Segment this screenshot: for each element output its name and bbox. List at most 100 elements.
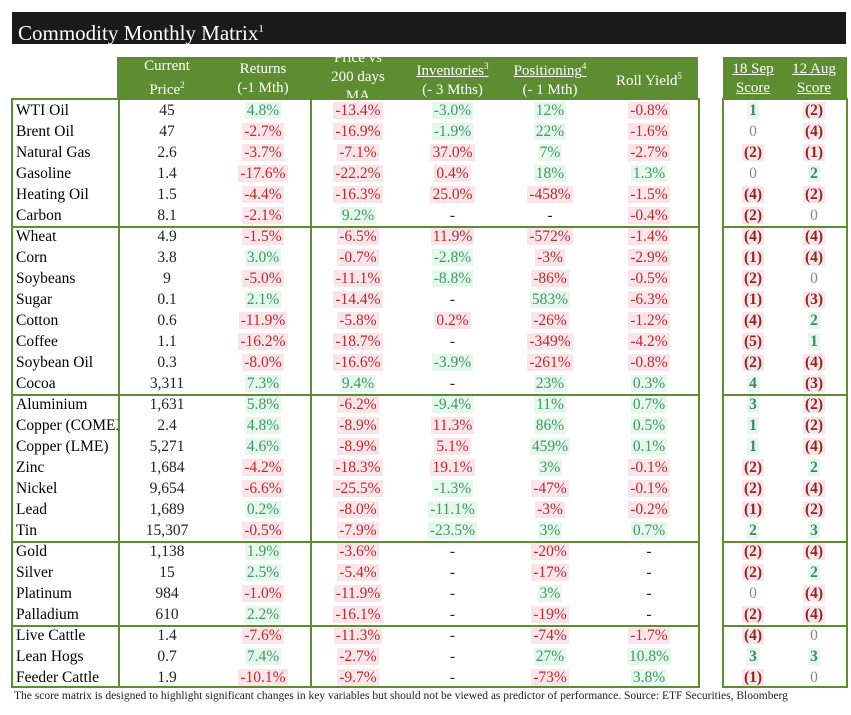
- returns-value: -3.7%: [242, 144, 284, 161]
- price-vs-ma-value: -22.2%: [333, 165, 383, 182]
- roll-yield-cell: 0.3%: [600, 373, 698, 394]
- price-vs-ma-value: -6.2%: [337, 396, 379, 413]
- table-row: Cocoa 3,311 7.3% 9.4% - 23% 0.3% 4 (3): [0, 373, 851, 394]
- score-12-aug-cell: (4): [783, 541, 845, 562]
- positioning-value: -349%: [527, 333, 573, 350]
- inventories-cell: 11.3%: [405, 415, 500, 436]
- table-row: Soybean Oil 0.3 -8.0% -16.6% -3.9% -261% -0.8%…: [0, 352, 851, 373]
- roll-yield-value: -: [646, 585, 652, 602]
- price-vs-ma-value: -5.4%: [337, 564, 379, 581]
- inventories-cell: -: [405, 625, 500, 646]
- returns-cell: 2.1%: [215, 289, 311, 310]
- inventories-value: -8.8%: [431, 270, 474, 287]
- score-12-aug-cell: 0: [783, 625, 845, 646]
- inventories-cell: -11.1%: [405, 499, 500, 520]
- commodity-name: Feeder Cattle: [16, 669, 100, 686]
- returns-cell: -1.0%: [215, 583, 311, 604]
- roll-yield-cell: -6.3%: [600, 289, 698, 310]
- score-12-aug-cell: (2): [783, 499, 845, 520]
- score-12-aug-cell: 2: [783, 310, 845, 331]
- price-vs-ma-value: -18.3%: [333, 459, 383, 476]
- header-inventories: Inventories3 (- 3 Mths): [416, 61, 489, 98]
- positioning-cell: -: [500, 205, 600, 226]
- roll-yield-value: 0.7%: [630, 396, 668, 413]
- returns-cell: 2.5%: [215, 562, 311, 583]
- returns-value: -8.0%: [242, 354, 284, 371]
- price-vs-ma-value: -25.5%: [333, 480, 383, 497]
- positioning-cell: -86%: [500, 268, 600, 289]
- current-price-value: 1.5: [157, 186, 177, 203]
- roll-yield-cell: -2.7%: [600, 142, 698, 163]
- inventories-cell: -: [405, 604, 500, 625]
- current-price-value: 9: [163, 270, 171, 287]
- score-12-aug-value: (4): [802, 480, 826, 497]
- current-price-value: 0.6: [157, 312, 177, 329]
- commodity-name: Silver: [16, 564, 54, 581]
- roll-yield-cell: 10.8%: [600, 646, 698, 667]
- price-vs-ma-cell: -5.4%: [311, 562, 405, 583]
- positioning-value: -26%: [531, 312, 569, 329]
- inventories-cell: -: [405, 205, 500, 226]
- current-price-value: 9,654: [149, 480, 185, 497]
- current-price-value: 1.1: [157, 333, 177, 350]
- roll-yield-cell: 3.8%: [600, 667, 698, 688]
- roll-yield-value: 0.3%: [630, 375, 668, 392]
- score-18-sep-cell: (1): [723, 667, 783, 688]
- price-vs-ma-cell: -7.1%: [311, 142, 405, 163]
- score-18-sep-cell: (4): [723, 625, 783, 646]
- current-price-value: 1,138: [149, 543, 185, 560]
- positioning-value: 3%: [537, 522, 563, 539]
- current-price-cell: 610: [119, 604, 215, 625]
- score-12-aug-value: (4): [802, 606, 826, 623]
- inventories-value: -3.0%: [431, 102, 474, 119]
- roll-yield-value: -: [646, 564, 652, 581]
- returns-cell: -10.1%: [215, 667, 311, 688]
- score-12-aug-cell: 3: [783, 520, 845, 541]
- positioning-cell: 23%: [500, 373, 600, 394]
- current-price-value: 1.9: [157, 669, 177, 686]
- score-18-sep-cell: (1): [723, 247, 783, 268]
- inventories-value: -: [449, 375, 456, 392]
- inventories-cell: 25.0%: [405, 184, 500, 205]
- score-12-aug-cell: (2): [783, 415, 845, 436]
- price-vs-ma-value: -0.7%: [337, 249, 379, 266]
- current-price-value: 0.7: [157, 648, 177, 665]
- returns-value: -16.2%: [238, 333, 288, 350]
- score-12-aug-value: 3: [808, 648, 820, 665]
- commodity-name: Cocoa: [16, 375, 56, 392]
- inventories-value: -: [449, 207, 456, 224]
- current-price-cell: 2.4: [119, 415, 215, 436]
- roll-yield-value: -0.5%: [628, 270, 670, 287]
- score-18-sep-value: 2: [747, 522, 759, 539]
- inventories-value: 25.0%: [430, 186, 475, 203]
- current-price-value: 1,684: [149, 459, 185, 476]
- current-price-cell: 0.6: [119, 310, 215, 331]
- roll-yield-cell: -2.9%: [600, 247, 698, 268]
- score-12-aug-cell: (4): [783, 436, 845, 457]
- roll-yield-value: -0.1%: [628, 459, 670, 476]
- table-row: Copper (LME) 5,271 4.6% -8.9% 5.1% 459% 0.1% 1 (…: [0, 436, 851, 457]
- positioning-value: -261%: [527, 354, 573, 371]
- score-12-aug-value: (2): [802, 501, 826, 518]
- commodity-name: Gasoline: [16, 165, 72, 182]
- roll-yield-value: 0.5%: [630, 417, 668, 434]
- group-divider: [11, 394, 700, 396]
- inventories-cell: -3.0%: [405, 100, 500, 121]
- price-vs-ma-cell: -11.1%: [311, 268, 405, 289]
- commodity-name: Platinum: [16, 585, 72, 602]
- price-vs-ma-value: -3.6%: [337, 543, 379, 560]
- score-12-aug-value: (1): [802, 144, 826, 161]
- current-price-value: 1.4: [157, 627, 177, 644]
- current-price-cell: 0.7: [119, 646, 215, 667]
- current-price-value: 0.3: [157, 354, 177, 371]
- inventories-cell: -: [405, 373, 500, 394]
- table-row: Sugar 0.1 2.1% -14.4% - 583% -6.3% (1) (3): [0, 289, 851, 310]
- commodity-name: Lead: [16, 501, 47, 518]
- roll-yield-value: 10.8%: [626, 648, 672, 665]
- commodity-name: Corn: [16, 249, 47, 266]
- table-row: Silver 15 2.5% -5.4% - -17% - (2) 2: [0, 562, 851, 583]
- roll-yield-cell: -0.2%: [600, 499, 698, 520]
- inventories-cell: -: [405, 667, 500, 688]
- score-12-aug-value: (4): [802, 249, 826, 266]
- current-price-value: 1,631: [149, 396, 185, 413]
